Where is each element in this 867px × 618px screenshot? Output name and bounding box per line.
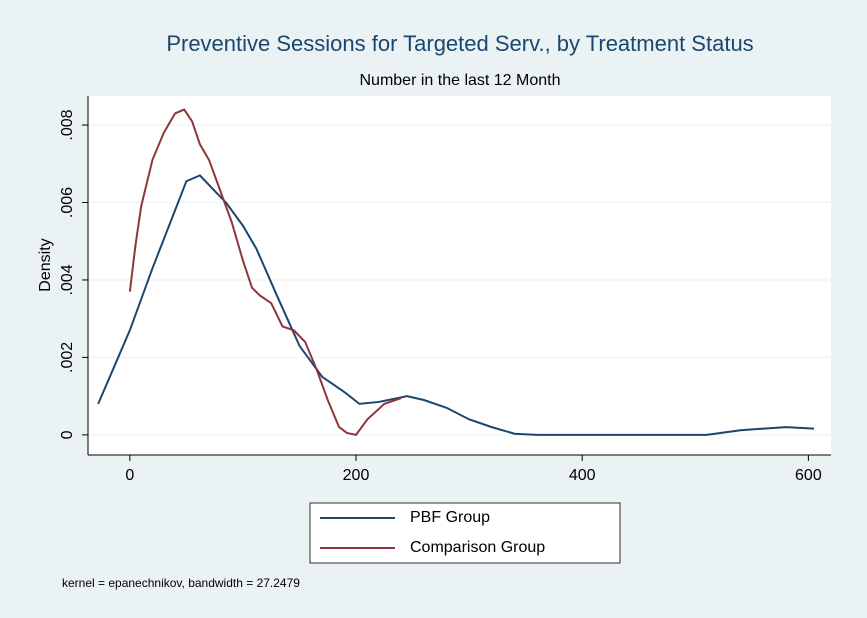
x-tick-label: 600 [795, 467, 822, 484]
legend-box [309, 502, 621, 564]
y-tick-label: .008 [59, 109, 76, 140]
chart-title: Preventive Sessions for Targeted Serv., … [166, 31, 753, 56]
y-tick-label: .002 [59, 342, 76, 373]
line-series [128, 108, 402, 436]
plot-area [88, 96, 831, 455]
note: kernel = epanechnikov, bandwidth = 27.24… [62, 576, 300, 590]
y-axis-label: Density [37, 238, 54, 291]
chart-subtitle: Number in the last 12 Month [360, 72, 561, 89]
x-tick-label: 200 [343, 467, 370, 484]
line-series [97, 174, 815, 436]
legend-label: PBF Group [410, 509, 490, 526]
x-tick-label: 400 [569, 467, 596, 484]
y-tick-label: .006 [59, 187, 76, 218]
y-tick-label: 0 [59, 430, 76, 439]
x-tick-label: 0 [125, 467, 134, 484]
legend-label: Comparison Group [410, 539, 545, 556]
y-tick-label: .004 [59, 264, 76, 295]
